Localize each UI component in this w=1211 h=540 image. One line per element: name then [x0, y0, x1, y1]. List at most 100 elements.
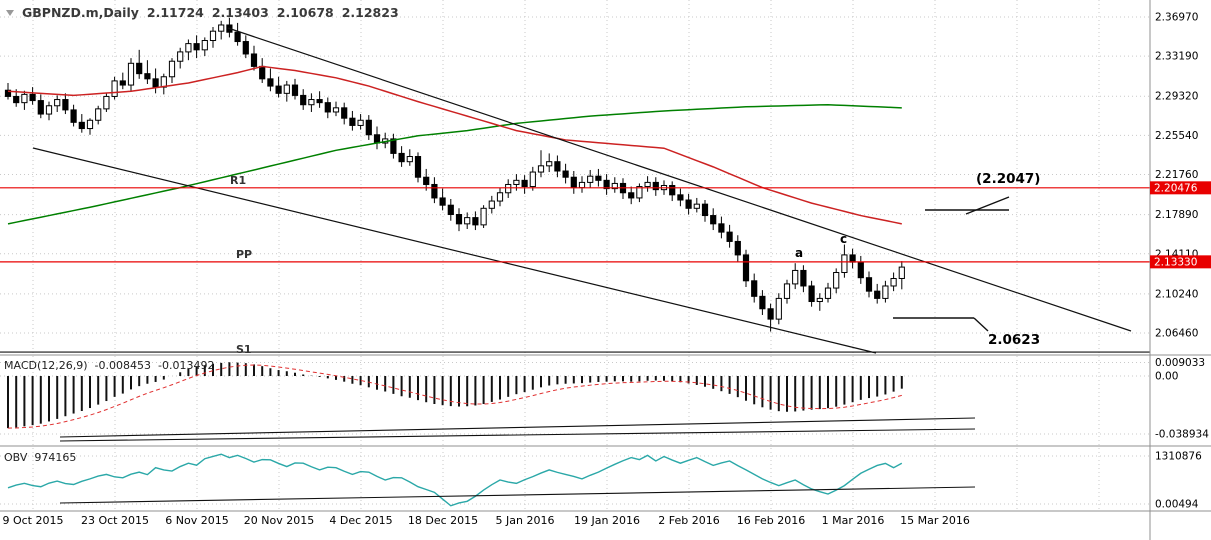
- candle-down: [857, 261, 864, 279]
- price-axis-label: 2.06460: [1155, 328, 1198, 340]
- macd-name-label: MACD(12,26,9): [4, 359, 88, 372]
- candle-up: [792, 269, 799, 285]
- annotation-segment[interactable]: [973, 317, 989, 332]
- annotation-lower-target[interactable]: 2.0623: [988, 332, 1040, 348]
- obv-axis-label: 0.00494: [1155, 499, 1199, 511]
- candle-up: [693, 203, 700, 209]
- candle-down: [726, 231, 733, 242]
- date-axis-label[interactable]: 4 Dec 2015: [329, 514, 392, 527]
- price-tag-label: 2.13330: [1154, 256, 1197, 268]
- macd-axis-label: 0.00: [1155, 371, 1178, 383]
- candle-down: [734, 240, 741, 256]
- candle-down: [70, 109, 77, 123]
- date-axis-label[interactable]: 16 Feb 2016: [737, 514, 805, 527]
- ma-red-line: [7, 65, 902, 225]
- candle-down: [447, 204, 454, 216]
- candle-up: [505, 183, 512, 194]
- ohlc-high-value: 2.13403: [211, 5, 269, 20]
- candle-down: [398, 152, 405, 163]
- price-axis-label: 2.10240: [1155, 288, 1198, 300]
- macd-trendline[interactable]: [59, 428, 976, 442]
- candle-up: [578, 181, 586, 189]
- candle-down: [324, 102, 331, 113]
- date-axis-label[interactable]: 2 Feb 2016: [658, 514, 719, 527]
- annotation-wave-a[interactable]: a: [795, 246, 803, 260]
- candle-up: [332, 107, 340, 113]
- candle-up: [537, 165, 545, 173]
- symbol-period-label: GBPNZD.m,Daily: [22, 5, 139, 20]
- candle-up: [783, 283, 791, 299]
- date-axis-label[interactable]: 19 Jan 2016: [574, 514, 640, 527]
- candle-up: [218, 24, 225, 32]
- date-axis-label[interactable]: 5 Jan 2016: [496, 514, 555, 527]
- trendline[interactable]: [32, 147, 877, 354]
- candle-up: [644, 181, 651, 188]
- candle-down: [865, 277, 873, 292]
- symbol-arrow-icon[interactable]: [6, 9, 14, 16]
- price-tag: [1150, 255, 1211, 269]
- date-axis-label[interactable]: 20 Nov 2015: [244, 514, 314, 527]
- candle-down: [349, 117, 356, 126]
- annotation-upper-target[interactable]: (2.2047): [976, 171, 1040, 187]
- candle-down: [439, 197, 446, 206]
- candle-up: [529, 171, 536, 188]
- macd-axis-label: 0.009033: [1155, 357, 1205, 369]
- candle-up: [209, 30, 217, 42]
- candle-down: [29, 93, 36, 102]
- candle-up: [890, 278, 897, 287]
- macd-signal-line: [7, 364, 902, 429]
- annotation-segment[interactable]: [965, 196, 1010, 215]
- candle-down: [291, 84, 299, 96]
- candle-down: [119, 80, 126, 86]
- date-axis-label[interactable]: 9 Oct 2015: [2, 514, 63, 527]
- candle-down: [767, 308, 774, 320]
- candle-up: [546, 161, 553, 167]
- chart-title: GBPNZD.m,Daily 2.11724 2.13403 2.10678 2…: [6, 5, 399, 20]
- price-axis-label: 2.36970: [1155, 12, 1198, 24]
- candle-down: [570, 176, 577, 189]
- price-axis-label: 2.33190: [1155, 51, 1198, 63]
- trendline[interactable]: [227, 27, 1132, 332]
- candle-down: [472, 217, 479, 226]
- candle-up: [177, 51, 184, 62]
- ohlc-open-value: 2.11724: [146, 5, 204, 20]
- candle-up: [86, 119, 94, 130]
- candle-down: [455, 214, 463, 225]
- price-tag-label: 2.20476: [1154, 182, 1198, 194]
- candle-down: [423, 176, 430, 185]
- date-axis-label[interactable]: 18 Dec 2015: [408, 514, 478, 527]
- candle-down: [13, 95, 20, 104]
- ohlc-low-value: 2.10678: [276, 5, 334, 20]
- candle-down: [669, 185, 676, 196]
- candle-up: [775, 297, 782, 320]
- candle-down: [800, 269, 807, 287]
- candle-down: [300, 94, 307, 106]
- candle-down: [808, 285, 815, 303]
- candle-down: [242, 41, 249, 55]
- candle-down: [275, 85, 282, 94]
- price-axis-label: 2.17890: [1155, 209, 1198, 221]
- annotation-wave-c[interactable]: c: [840, 232, 847, 246]
- candle-down: [152, 78, 159, 88]
- candle-up: [841, 254, 848, 274]
- candle-down: [595, 175, 602, 181]
- candle-up: [464, 217, 471, 225]
- candle-down: [677, 194, 684, 201]
- date-axis-label[interactable]: 1 Mar 2016: [822, 514, 885, 527]
- candle-down: [193, 43, 200, 51]
- macd-trendline[interactable]: [59, 417, 976, 438]
- candle-up: [21, 93, 28, 104]
- candle-up: [103, 95, 110, 110]
- candle-down: [144, 73, 151, 80]
- candle-down: [414, 156, 422, 178]
- macd-indicator-label: MACD(12,26,9) -0.008453 -0.013492: [4, 359, 214, 372]
- date-axis-label[interactable]: 15 Mar 2016: [900, 514, 970, 527]
- candle-down: [718, 223, 725, 233]
- candle-up: [636, 186, 643, 199]
- ma-green-line: [7, 103, 902, 225]
- candle-down: [78, 121, 85, 130]
- date-axis-label[interactable]: 6 Nov 2015: [165, 514, 228, 527]
- date-axis-label[interactable]: 23 Oct 2015: [81, 514, 149, 527]
- obv-trendline[interactable]: [59, 486, 976, 504]
